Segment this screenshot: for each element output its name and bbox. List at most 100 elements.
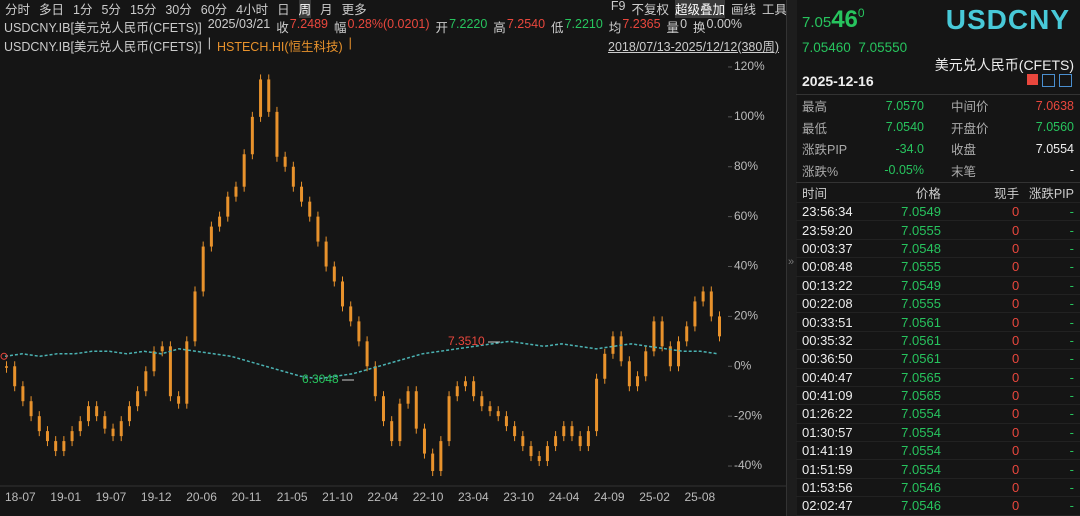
- stat-value: 7.0560: [1035, 120, 1074, 135]
- y-tick-label: -20%: [734, 408, 762, 422]
- candle: [447, 396, 451, 442]
- legend: USDCNY.IB[美元兑人民币(CFETS)] | HSTECH.HI(恒生科技…: [4, 36, 779, 54]
- col-header: 现手: [994, 187, 1020, 201]
- period-button[interactable]: 5分: [101, 2, 121, 17]
- trade-volume: 0: [1011, 461, 1020, 477]
- candle: [119, 421, 123, 437]
- candle: [275, 111, 279, 157]
- stat-label: 最高: [802, 100, 828, 115]
- col-header: 涨跌PIP: [1028, 187, 1074, 201]
- period-button[interactable]: 周: [298, 0, 312, 18]
- info-symbol: USDCNY.IB[美元兑人民币(CFETS)]: [4, 21, 202, 35]
- candle: [45, 431, 49, 442]
- candle: [611, 336, 615, 354]
- x-tick-label: 18-07: [5, 490, 36, 504]
- tool-button[interactable]: 工具: [761, 2, 787, 17]
- period-button[interactable]: 30分: [165, 2, 192, 17]
- candle: [709, 291, 713, 317]
- candle: [78, 421, 82, 432]
- price-main: 7.05: [802, 14, 832, 31]
- tools: F9 不复权 超级叠加 画线 工具: [611, 0, 795, 18]
- stat-value: -34.0: [895, 141, 925, 156]
- trade-volume: 0: [1011, 296, 1020, 312]
- candle: [693, 301, 697, 327]
- trade-time: 01:53:56: [802, 480, 853, 496]
- candle: [332, 266, 336, 282]
- trade-price: 7.0546: [901, 480, 941, 496]
- x-tick-label: 20-11: [232, 490, 262, 504]
- annotation-high: 7.3510: [448, 334, 485, 348]
- tool-button[interactable]: 超级叠加: [674, 0, 725, 18]
- period-button[interactable]: 多日: [39, 2, 65, 17]
- annotation-low: 6.3048: [302, 372, 339, 386]
- trade-volume: 0: [1011, 259, 1020, 275]
- candle: [37, 416, 41, 432]
- col-header: 价格: [915, 187, 941, 201]
- trade-row: 01:51:59 7.0554 0 -: [796, 459, 1080, 477]
- candle: [668, 346, 672, 367]
- trades-header: 时间 价格 现手 涨跌PIP: [796, 183, 1080, 202]
- candle: [545, 446, 549, 462]
- candle: [127, 406, 131, 422]
- candle: [316, 216, 320, 242]
- trade-price: 7.0565: [901, 369, 941, 385]
- candle: [136, 391, 140, 407]
- period-button[interactable]: 15分: [129, 2, 157, 17]
- period-button[interactable]: 日: [277, 2, 290, 17]
- trade-volume: 0: [1011, 314, 1020, 330]
- candle: [431, 453, 435, 472]
- y-tick-label: 60%: [734, 209, 758, 223]
- period-button[interactable]: 月: [320, 2, 333, 17]
- trade-pip: -: [1069, 443, 1074, 459]
- icon[interactable]: [1042, 74, 1055, 87]
- candle: [513, 426, 517, 437]
- period-button[interactable]: 更多: [341, 2, 367, 17]
- period-button[interactable]: 4小时: [236, 2, 269, 17]
- candle: [193, 291, 197, 342]
- trade-volume: 0: [1011, 277, 1020, 293]
- x-tick-label: 19-12: [141, 490, 172, 504]
- x-tick-label: 23-04: [458, 490, 489, 504]
- icon[interactable]: [1027, 74, 1038, 85]
- y-tick-label: 120%: [734, 59, 765, 73]
- tool-button[interactable]: 画线: [730, 2, 756, 17]
- legend-entry[interactable]: USDCNY.IB[美元兑人民币(CFETS)]: [4, 40, 202, 54]
- period-button[interactable]: 60分: [200, 2, 228, 17]
- tool-button[interactable]: F9: [610, 0, 626, 13]
- bid: 7.05460: [802, 40, 851, 55]
- stat-value: 7.0540: [885, 120, 924, 135]
- candle: [283, 156, 287, 167]
- trade-pip: -: [1069, 351, 1074, 367]
- trade-pip: -: [1069, 498, 1074, 514]
- trade-volume: 0: [1011, 351, 1020, 367]
- splitter[interactable]: »: [786, 0, 797, 516]
- candle: [300, 186, 304, 202]
- info-low-label: 低: [551, 21, 564, 35]
- trade-time: 00:36:50: [802, 351, 853, 367]
- price-small: 0: [857, 6, 865, 20]
- tool-button[interactable]: 不复权: [631, 2, 669, 17]
- trade-pip: -: [1069, 314, 1074, 330]
- trades: 时间 价格 现手 涨跌PIP 23:56:34 7.0549 0 - 23:59:20 7.055…: [796, 182, 1080, 516]
- candle: [111, 428, 115, 437]
- stat-value: -: [1069, 163, 1074, 178]
- legend-entry[interactable]: HSTECH.HI(恒生科技): [216, 40, 343, 54]
- price: 7.05460: [802, 6, 865, 34]
- trade-pip: -: [1069, 424, 1074, 440]
- icon[interactable]: [1059, 74, 1072, 87]
- period-button[interactable]: 分时: [5, 2, 31, 17]
- trade-row: 01:53:56 7.0546 0 -: [796, 477, 1080, 496]
- x-tick-label: 24-09: [594, 490, 625, 504]
- candle: [586, 431, 590, 447]
- trade-time: 00:33:51: [802, 314, 853, 330]
- candle: [644, 351, 648, 377]
- x-tick-label: 22-10: [413, 490, 444, 504]
- trade-row: 23:56:34 7.0549 0 -: [796, 202, 1080, 220]
- candle: [390, 421, 394, 442]
- date-range[interactable]: 2018/07/13-2025/12/12(380周): [608, 40, 779, 54]
- trade-price: 7.0554: [901, 424, 941, 440]
- period-button[interactable]: 1分: [73, 2, 93, 17]
- candle: [472, 381, 476, 397]
- stat-value: -0.05%: [884, 163, 924, 178]
- chart: 120% 100% 80% 60% 40% 20% 0% -20% -40% 18-07 19-01…: [0, 59, 786, 504]
